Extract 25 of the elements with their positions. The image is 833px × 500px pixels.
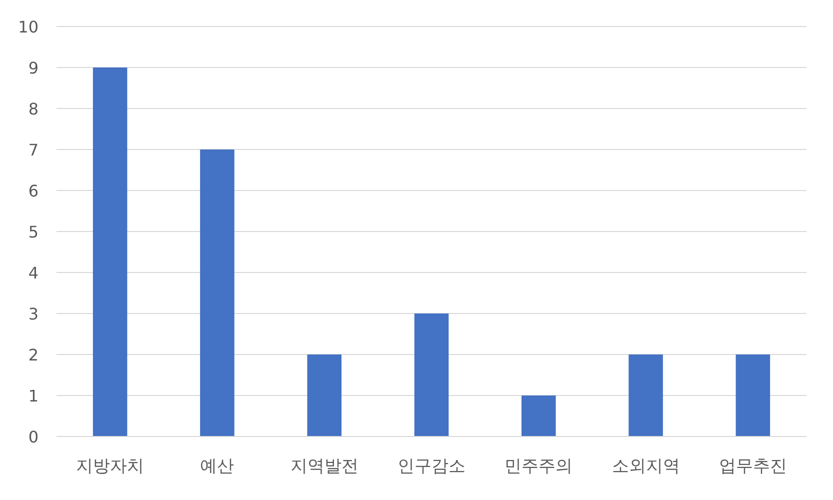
- x-tick-label: 소외지역: [612, 456, 680, 476]
- bar: [92, 68, 128, 436]
- x-tick-label: 지방자치: [76, 456, 144, 476]
- bar: [736, 354, 770, 436]
- x-tick-label: 민주주의: [504, 456, 573, 476]
- bar: [307, 354, 342, 436]
- x-tick-label: 업무추진: [718, 456, 787, 476]
- y-tick-label: 0: [28, 428, 39, 446]
- bar: [628, 354, 663, 436]
- x-tick-label: 인구감소: [398, 456, 466, 476]
- y-tick-label: 5: [28, 222, 39, 242]
- y-tick-label: 3: [28, 304, 39, 324]
- y-tick-label: 4: [28, 264, 39, 282]
- y-tick-label: 6: [28, 182, 39, 200]
- bar: [200, 150, 234, 436]
- y-tick-label: 7: [28, 140, 39, 160]
- y-tick-label: 9: [28, 58, 39, 78]
- y-tick-label: 10: [18, 18, 38, 36]
- y-tick-label: 2: [28, 346, 39, 364]
- bar: [414, 314, 449, 436]
- bar: [522, 396, 556, 436]
- y-tick-label: 8: [28, 100, 39, 118]
- x-tick-label: 지역발전: [290, 456, 358, 476]
- x-tick-label: 예산: [200, 456, 234, 476]
- y-tick-label: 1: [28, 386, 39, 406]
